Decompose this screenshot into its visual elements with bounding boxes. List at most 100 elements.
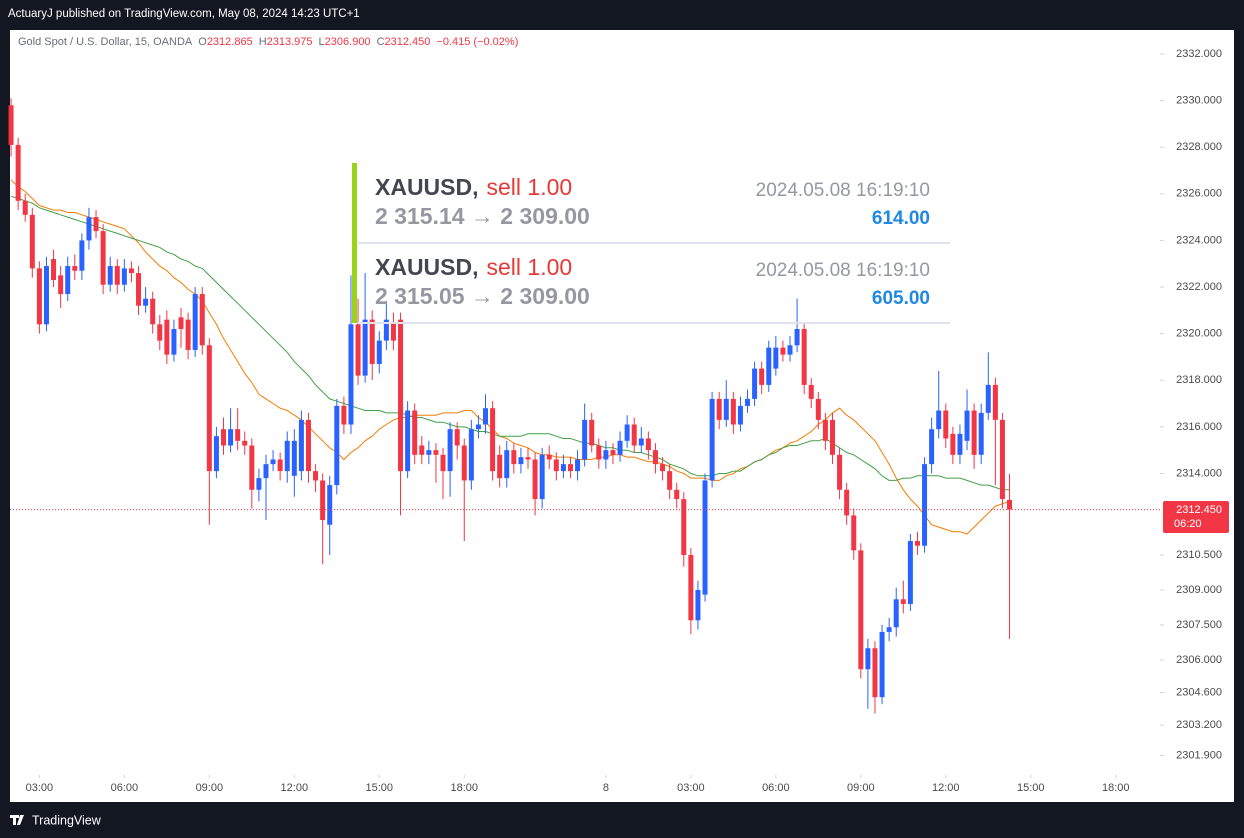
y-tick-label: 2303.200 <box>1176 719 1222 731</box>
candle-body <box>879 631 885 698</box>
candle-body <box>440 454 446 472</box>
candle-body <box>468 429 474 481</box>
candle-body <box>221 429 227 446</box>
candle-body <box>58 275 64 295</box>
legend-h-label: H <box>259 36 267 48</box>
candle-body <box>362 319 368 376</box>
candle-body <box>270 459 276 465</box>
candle-body <box>136 273 142 306</box>
candle-body <box>886 627 892 632</box>
legend-o-label: O <box>198 36 207 48</box>
candle-body <box>128 268 134 274</box>
candle-body <box>43 266 49 325</box>
candle-body <box>745 398 751 406</box>
price-label: 2312.450 <box>1176 504 1222 516</box>
candle-body <box>773 347 779 369</box>
candle-body <box>702 480 708 595</box>
brand-logo <box>10 815 24 825</box>
y-tick-label: 2328.000 <box>1176 141 1222 153</box>
candle-body <box>15 144 21 201</box>
candle-body <box>376 340 382 364</box>
candle-body <box>787 345 793 355</box>
candle-body <box>914 541 920 546</box>
candle-body <box>992 384 998 420</box>
candle-body <box>907 541 913 604</box>
candle-body <box>631 424 637 446</box>
candle-body <box>143 298 149 306</box>
trade-side: sell 1.00 <box>487 254 573 280</box>
candle-body <box>206 345 212 472</box>
countdown: 06:20 <box>1174 518 1202 530</box>
candle-body <box>178 317 184 329</box>
candle-body <box>575 459 581 472</box>
candle-body <box>737 405 743 425</box>
candle-body <box>603 450 609 460</box>
candle-body <box>582 419 588 460</box>
y-tick-label: 2324.000 <box>1176 234 1222 246</box>
y-tick-label: 2332.000 <box>1176 48 1222 60</box>
candle-body <box>93 217 99 232</box>
candle-body <box>228 429 234 446</box>
candle-body <box>199 294 205 346</box>
publish-line: ActuaryJ published on TradingView.com, M… <box>8 8 360 20</box>
candle-body <box>766 347 772 385</box>
candle-body <box>114 266 120 285</box>
trade-time: 2024.05.08 16:19:10 <box>756 180 930 201</box>
candle-body <box>929 429 935 465</box>
candle-body <box>164 319 170 355</box>
candle-body <box>461 445 467 481</box>
x-tick-label: 18:00 <box>1102 782 1130 794</box>
candle-body <box>284 440 290 472</box>
candle-body <box>483 408 489 425</box>
candle-body <box>829 419 835 455</box>
legend-l-label: L <box>319 36 325 48</box>
candle-body <box>157 324 163 341</box>
candle-body <box>645 438 651 451</box>
candle-body <box>971 410 977 455</box>
x-tick-label: 12:00 <box>932 782 960 794</box>
x-tick-label: 15:00 <box>1017 782 1045 794</box>
y-tick-label: 2326.000 <box>1176 188 1222 200</box>
candle-body <box>539 454 545 500</box>
candle-body <box>51 259 57 281</box>
candle-body <box>504 450 510 479</box>
candle-body <box>355 324 361 376</box>
candle-body <box>497 454 503 479</box>
candle-body <box>426 450 432 455</box>
candle-body <box>681 499 687 556</box>
candle-body <box>341 405 347 425</box>
y-tick-label: 2314.000 <box>1176 467 1222 479</box>
candle-body <box>532 459 538 500</box>
y-tick-label: 2316.000 <box>1176 421 1222 433</box>
candle-body <box>822 419 828 441</box>
candle-body <box>327 485 333 525</box>
candle-body <box>447 429 453 472</box>
trade-profit: 605.00 <box>872 288 930 309</box>
candle-body <box>405 410 411 472</box>
candle-body <box>872 648 878 698</box>
candle-body <box>86 217 92 241</box>
candle-body <box>213 436 219 472</box>
y-tick-label: 2318.000 <box>1176 374 1222 386</box>
candle-body <box>313 471 319 481</box>
trade-prices: 2 315.14 → 2 309.00 <box>375 203 590 229</box>
y-tick-label: 2301.900 <box>1176 749 1222 761</box>
candle-body <box>560 464 566 472</box>
x-tick-label: 06:00 <box>762 782 790 794</box>
candle-body <box>305 419 311 472</box>
candle-body <box>65 266 71 295</box>
legend-l: 2306.900 <box>325 36 371 48</box>
candle-body <box>454 429 460 446</box>
candle-body <box>107 266 113 285</box>
trade-symbol: XAUUSD, <box>375 254 479 280</box>
candle-body <box>433 450 439 455</box>
y-tick-label: 2304.600 <box>1176 686 1222 698</box>
candle-body <box>844 489 850 516</box>
moving-average <box>10 179 1010 535</box>
legend: Gold Spot / U.S. Dollar, 15, OANDA O 2312… <box>18 36 518 48</box>
candle-body <box>256 478 262 490</box>
price-label-box <box>1163 501 1229 533</box>
candle-body <box>390 321 396 341</box>
candle-body <box>185 319 191 350</box>
